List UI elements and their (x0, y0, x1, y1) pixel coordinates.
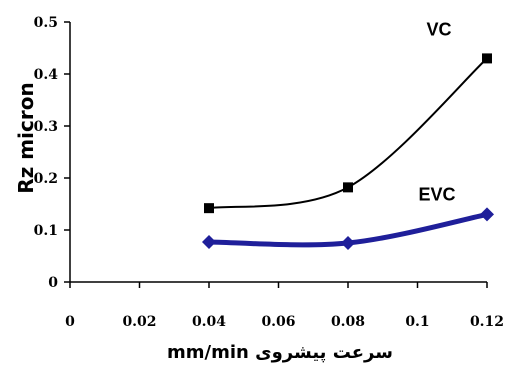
series-label-vc: VC (426, 19, 451, 39)
y-tick-label: 0.4 (34, 67, 59, 83)
x-tick-label: 0 (65, 314, 75, 330)
data-point-vc (343, 182, 353, 193)
x-tick-label: 0.08 (331, 314, 365, 330)
x-tick-label: 0.04 (192, 314, 226, 330)
data-point-vc (204, 203, 214, 214)
plot-area: 0 0.1 0.2 0.3 0.4 0.5 0 0.02 0.04 0.06 0.08 0.1 0.1… (34, 15, 504, 330)
x-tick-label: 0.12 (470, 314, 504, 330)
y-ticks: 0 0.1 0.2 0.3 0.4 0.5 (34, 15, 70, 291)
y-tick-label: 0.3 (34, 119, 58, 135)
data-point-vc (482, 53, 492, 64)
y-tick-label: 0.5 (34, 15, 58, 31)
y-tick-label: 0.2 (34, 171, 58, 187)
x-tick-label: 0.1 (405, 314, 429, 330)
data-point-evc (341, 236, 355, 250)
x-ticks: 0 0.02 0.04 0.06 0.08 0.1 0.12 (65, 282, 504, 330)
series-layer: VC EVC (202, 19, 494, 250)
data-point-evc (202, 234, 216, 249)
y-tick-label: 0.1 (34, 223, 58, 239)
x-tick-label: 0.06 (261, 314, 295, 330)
y-tick-label: 0 (48, 275, 58, 291)
x-axis-title: سرعت پیشروی mm/min (167, 342, 393, 363)
y-axis-title: Rz micron (14, 82, 38, 193)
data-point-evc (480, 207, 494, 222)
series-label-evc: EVC (418, 184, 455, 204)
x-tick-label: 0.02 (122, 314, 156, 330)
